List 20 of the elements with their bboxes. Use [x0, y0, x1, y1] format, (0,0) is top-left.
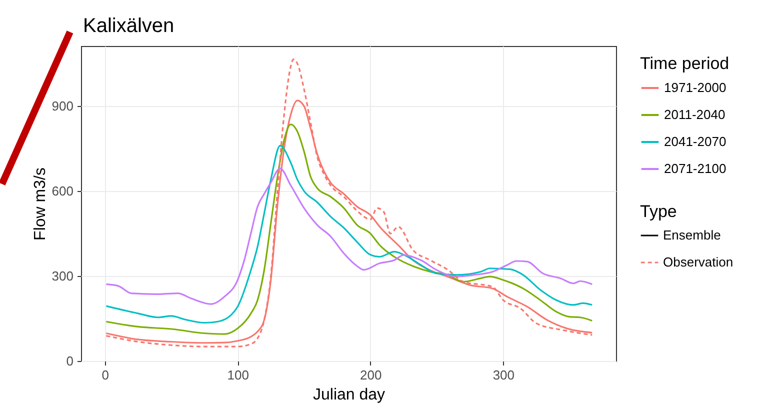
line-series — [105, 144, 593, 324]
y-tick-label: 300 — [52, 268, 74, 284]
x-tick-label: 300 — [492, 368, 515, 382]
x-axis-title: Julian day — [312, 386, 386, 404]
legend-label: 2041-2070 — [664, 134, 726, 149]
text: Ensemble — [663, 228, 721, 242]
text: Type — [640, 202, 677, 221]
legend-label: Observation — [663, 254, 734, 270]
y-tick-label: 0 — [66, 354, 74, 368]
legend-label: 2071-2100 — [664, 161, 726, 176]
line-series — [105, 168, 593, 305]
chart-title: Kalixälven — [83, 15, 174, 37]
legend-label: 1971-2000 — [664, 80, 726, 95]
y-axis-title: Flow m3/s — [32, 168, 49, 240]
x-tick-label: 0 — [102, 368, 110, 382]
legend-label: 2011-2040 — [664, 107, 726, 122]
text: Time period — [640, 54, 730, 73]
y-tick-label: 600 — [52, 184, 74, 199]
x-tick-label: 200 — [360, 368, 382, 382]
x-tick-label: 100 — [227, 368, 249, 382]
